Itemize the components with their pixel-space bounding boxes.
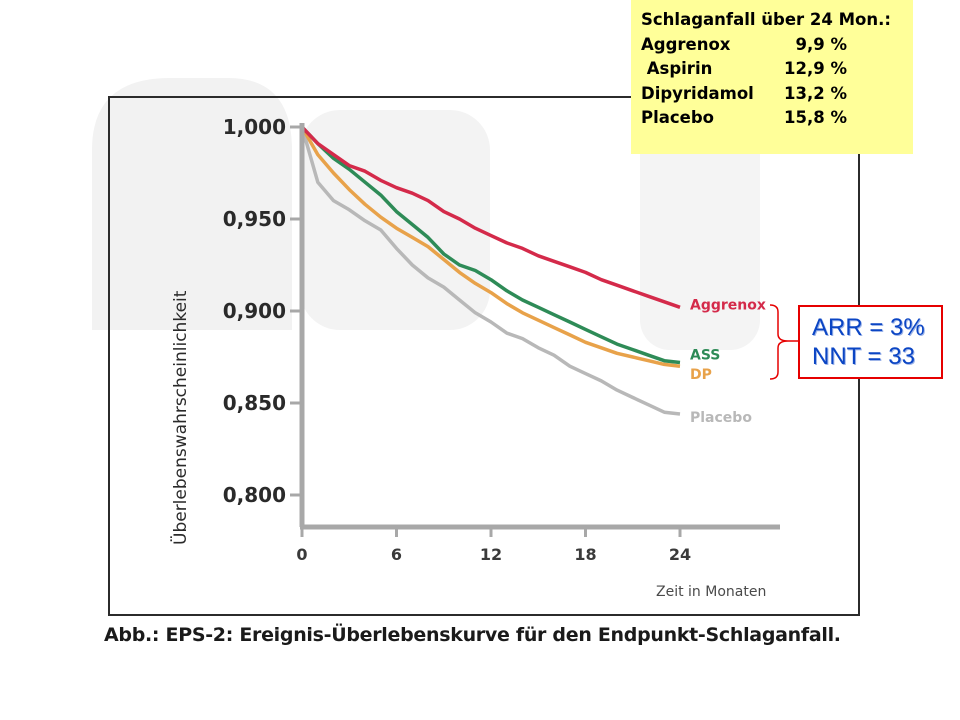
y-tick-label: 0,850: [223, 391, 286, 415]
y-tick-label: 0,800: [223, 483, 286, 507]
arr-value: ARR = 3%: [812, 314, 925, 341]
stroke-rate-row: Placebo 15,8 %: [641, 108, 847, 128]
figure-caption: Abb.: EPS-2: Ereignis-Überlebenskurve fü…: [104, 624, 841, 646]
legend-label-ass: ASS: [690, 348, 720, 364]
series-line-dp: [300, 126, 681, 368]
y-axis-label: Überlebenswahrscheinlichkeit: [169, 290, 191, 545]
arr-nnt-box: ARR = 3% NNT = 33: [798, 305, 943, 379]
x-axis-label: Zeit in Monaten: [656, 584, 766, 600]
legend-label-placebo: Placebo: [690, 410, 752, 426]
stroke-rate-row: Aggrenox 9,9 %: [641, 34, 847, 54]
x-tick-label: 0: [296, 545, 307, 564]
x-tick-label: 12: [480, 545, 502, 564]
y-tick-label: 1,000: [223, 115, 286, 139]
series-line-ass: [300, 125, 681, 365]
series-line-placebo: [300, 126, 681, 416]
y-tick-label: 0,900: [223, 299, 286, 323]
legend-label-dp: DP: [690, 367, 712, 383]
stroke-rate-row: Aspirin 12,9 %: [641, 59, 847, 79]
stroke-rate-box: Schlaganfall über 24 Mon.: Aggrenox 9,9 %…: [631, 0, 913, 154]
y-tick-label: 0,950: [223, 207, 286, 231]
x-tick-label: 6: [391, 545, 402, 564]
legend-label-aggrenox: Aggrenox: [690, 297, 766, 313]
series-line-aggrenox: [300, 125, 681, 309]
stroke-rate-title: Schlaganfall über 24 Mon.:: [641, 10, 891, 29]
x-tick-label: 24: [669, 545, 691, 564]
stroke-rate-row: Dipyridamol 13,2 %: [641, 83, 847, 103]
nnt-value: NNT = 33: [812, 343, 915, 370]
x-tick-label: 18: [574, 545, 596, 564]
